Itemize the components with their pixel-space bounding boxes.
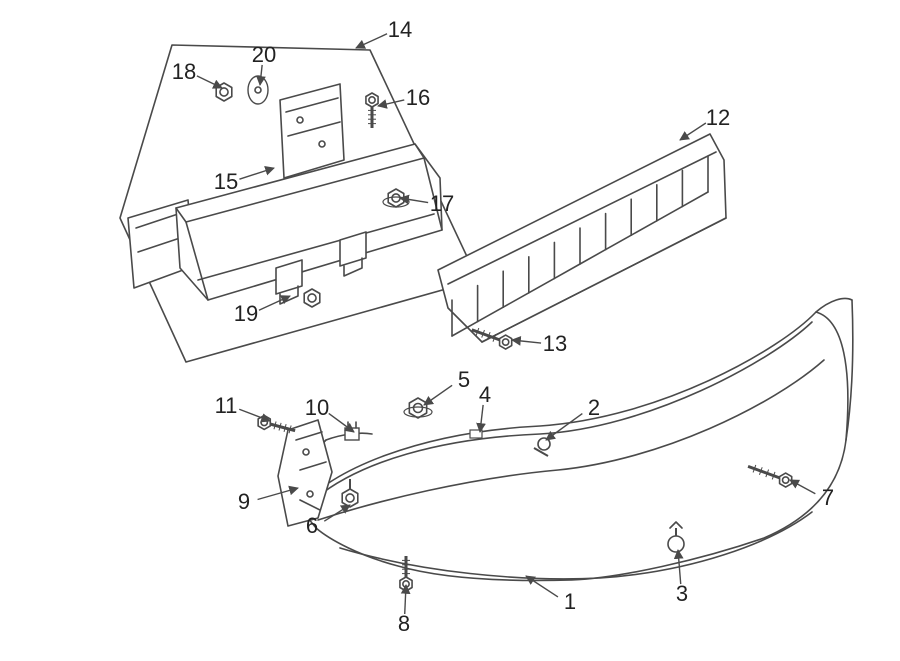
callout-label-7: 7 xyxy=(822,485,834,511)
callout-label-18: 18 xyxy=(172,59,196,85)
callout-label-12: 12 xyxy=(706,105,730,131)
diagram-svg xyxy=(0,0,900,661)
callout-label-5: 5 xyxy=(458,367,470,393)
callout-label-19: 19 xyxy=(234,301,258,327)
callout-label-3: 3 xyxy=(676,581,688,607)
callout-label-2: 2 xyxy=(588,395,600,421)
callout-label-9: 9 xyxy=(238,489,250,515)
callout-label-16: 16 xyxy=(406,85,430,111)
callout-label-4: 4 xyxy=(479,382,491,408)
callout-label-17: 17 xyxy=(430,191,454,217)
callout-label-6: 6 xyxy=(306,513,318,539)
shapes-layer xyxy=(120,45,853,591)
callout-label-15: 15 xyxy=(214,169,238,195)
callout-label-1: 1 xyxy=(564,589,576,615)
callout-label-13: 13 xyxy=(543,331,567,357)
callout-label-8: 8 xyxy=(398,611,410,637)
callout-label-11: 11 xyxy=(215,393,238,419)
callout-label-10: 10 xyxy=(305,395,329,421)
callout-label-14: 14 xyxy=(388,17,412,43)
parts-diagram: 1234567891011121314151617181920 xyxy=(0,0,900,661)
callout-label-20: 20 xyxy=(252,42,276,68)
